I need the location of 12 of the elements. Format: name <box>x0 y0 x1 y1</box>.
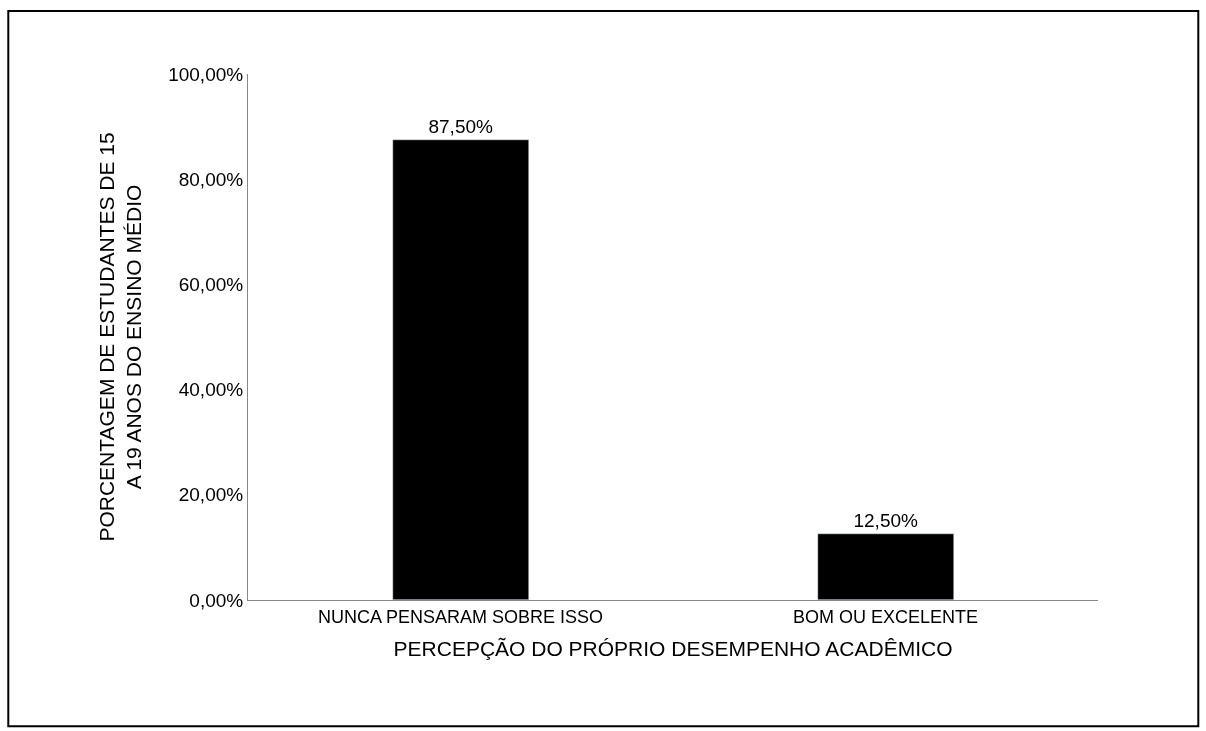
data-label: 87,50% <box>428 115 494 137</box>
y-tick-label: 20,00% <box>178 484 244 506</box>
y-axis-title: PORCENTAGEM DE ESTUDANTES DE 15 A 19 ANOS DO ENSINO MÉDIO <box>95 132 146 542</box>
y-tick-label: 80,00% <box>178 168 244 190</box>
y-tick-label: 60,00% <box>178 274 244 296</box>
y-tick-label: 0,00% <box>189 589 244 611</box>
x-tick-label: BOM OU EXCELENTE <box>792 606 979 627</box>
data-label: 12,50% <box>853 509 919 531</box>
x-axis-title: PERCEPÇÃO DO PRÓPRIO DESEMPENHO ACADÊMICO <box>393 636 953 660</box>
y-tick-label: 40,00% <box>178 379 244 401</box>
y-tick-label: 100,00% <box>168 63 244 85</box>
x-tick-label: NUNCA PENSARAM SOBRE ISSO <box>317 606 604 627</box>
